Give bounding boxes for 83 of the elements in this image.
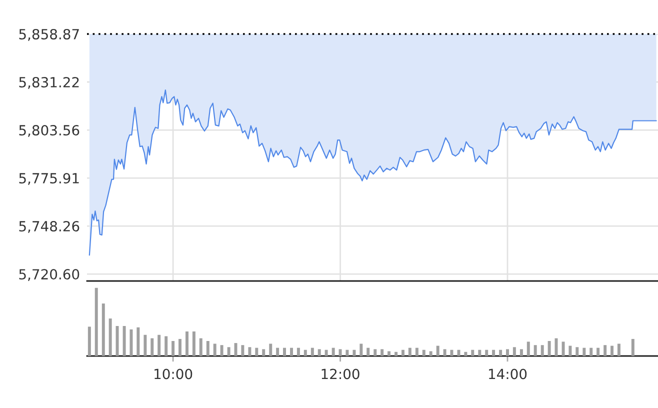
bar xyxy=(554,338,558,356)
bar xyxy=(192,331,196,356)
bar xyxy=(596,348,600,356)
bar xyxy=(436,346,440,356)
bar xyxy=(178,338,182,356)
bar xyxy=(534,345,537,356)
bar xyxy=(374,349,377,356)
bar xyxy=(88,326,91,356)
bar xyxy=(206,341,210,356)
bar xyxy=(617,344,620,356)
bar xyxy=(136,327,140,356)
bar xyxy=(485,350,488,356)
y-tick-label: 5,858.87 xyxy=(19,28,79,41)
x-tick-label: 10:00 xyxy=(154,368,192,380)
bar xyxy=(422,350,426,356)
bar xyxy=(269,344,272,356)
bar xyxy=(492,350,496,356)
x-tick-label: 14:00 xyxy=(489,368,527,380)
bar xyxy=(471,350,474,356)
bar xyxy=(186,331,188,356)
bar xyxy=(604,345,607,356)
bar xyxy=(548,341,551,356)
y-tick-label: 5,831.22 xyxy=(19,76,79,89)
bar xyxy=(429,351,432,356)
bar xyxy=(310,348,314,356)
bar xyxy=(631,338,634,356)
bar xyxy=(401,350,404,356)
bar xyxy=(478,350,482,356)
bar xyxy=(122,326,126,356)
bar xyxy=(150,338,154,356)
bar xyxy=(568,346,572,356)
bar xyxy=(352,350,356,356)
bar xyxy=(380,349,384,356)
bar xyxy=(276,348,280,356)
line-series xyxy=(88,89,657,256)
bar xyxy=(227,347,230,356)
bar xyxy=(590,348,593,356)
bar xyxy=(450,350,454,356)
bar xyxy=(130,329,133,356)
bar xyxy=(164,336,168,356)
bar xyxy=(199,338,202,356)
bar xyxy=(158,334,161,356)
bar xyxy=(102,304,105,356)
bar xyxy=(443,349,446,356)
bar xyxy=(248,347,252,356)
y-tick-label: 5,803.56 xyxy=(19,124,80,137)
bar xyxy=(394,352,398,356)
bar xyxy=(116,326,119,356)
y-tick-label: 5,775.91 xyxy=(19,173,79,185)
bar xyxy=(408,348,412,356)
bar xyxy=(255,348,258,356)
bar xyxy=(415,348,418,356)
bar xyxy=(366,348,370,356)
bar xyxy=(346,350,349,356)
y-tick-label: 5,720.60 xyxy=(19,269,80,281)
bar xyxy=(540,345,544,356)
bar xyxy=(610,346,614,356)
bar xyxy=(296,348,300,356)
x-tick-label: 12:00 xyxy=(322,368,360,380)
bar xyxy=(262,349,266,356)
bar xyxy=(388,351,391,356)
bar xyxy=(213,344,216,356)
bar xyxy=(582,348,586,356)
bar xyxy=(304,350,307,356)
bar xyxy=(360,344,363,356)
bar xyxy=(144,334,147,356)
bar xyxy=(520,349,523,356)
bar xyxy=(290,348,294,356)
bar xyxy=(318,349,321,356)
y-tick-label: 5,748.26 xyxy=(19,221,80,233)
bar xyxy=(108,318,112,356)
bar xyxy=(324,350,328,356)
bar xyxy=(241,345,244,356)
bar xyxy=(562,342,565,356)
bar xyxy=(332,348,335,356)
bar xyxy=(512,347,516,356)
bar xyxy=(220,345,224,356)
bar xyxy=(94,288,98,356)
bar xyxy=(283,348,286,356)
bar xyxy=(526,342,530,356)
bar xyxy=(464,352,468,356)
bar xyxy=(499,350,502,356)
bar xyxy=(576,347,579,356)
